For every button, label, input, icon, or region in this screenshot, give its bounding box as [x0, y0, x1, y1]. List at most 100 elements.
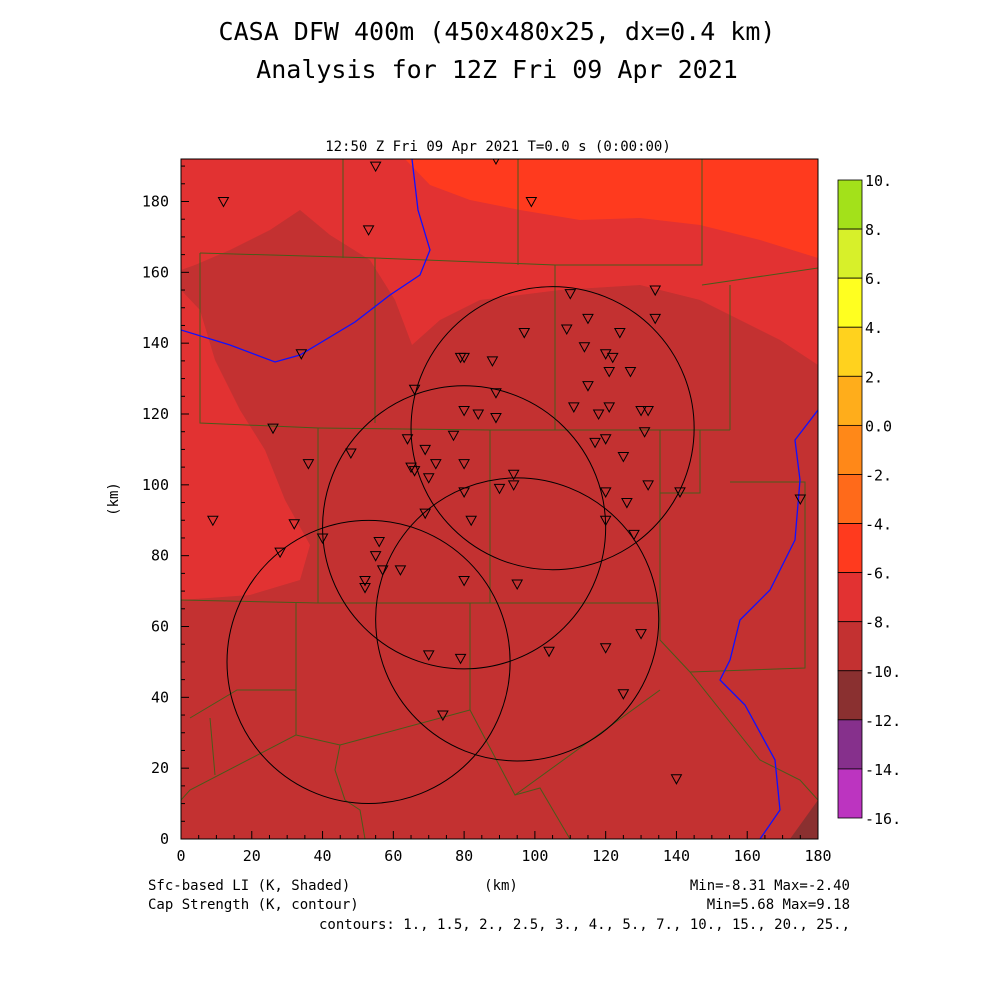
chart-title-line2: Analysis for 12Z Fri 09 Apr 2021: [256, 55, 738, 84]
station-marker: [599, 487, 612, 498]
station-marker: [603, 402, 616, 413]
station-marker: [288, 519, 301, 530]
station-marker: [373, 537, 386, 548]
station-marker: [458, 575, 470, 587]
station-marker: [458, 405, 470, 417]
station-marker: [599, 434, 612, 445]
station-marker: [486, 356, 499, 367]
station-marker: [429, 459, 442, 470]
station-marker: [582, 381, 594, 392]
station-marker: [635, 405, 647, 417]
colorbar-label: 2.: [865, 368, 883, 386]
station-marker: [603, 367, 616, 378]
station-marker: [642, 480, 654, 491]
station-marker: [670, 774, 683, 785]
station-marker: [511, 579, 524, 591]
radar-ring-0: [410, 286, 695, 571]
colorbar-swatch: [837, 572, 863, 623]
y-tick-label: 100: [142, 476, 169, 494]
station-marker: [560, 324, 573, 336]
station-marker: [345, 448, 357, 459]
station-marker: [217, 197, 230, 208]
x-axis: 0 20 40 60 80 100 120 140 160 180: [176, 831, 832, 865]
footer-contour-list: contours: 1., 1.5, 2., 2.5, 3., 4., 5., …: [319, 917, 850, 933]
y-tick-label: 0: [160, 830, 169, 848]
x-tick-label: 80: [455, 847, 473, 865]
field-warm-region-west: [181, 290, 310, 600]
station-marker: [359, 575, 371, 587]
station-marker: [454, 653, 467, 665]
station-marker: [369, 161, 382, 173]
station-marker: [592, 409, 605, 421]
station-marker: [302, 459, 315, 470]
colorbar-swatch: [837, 474, 863, 524]
colorbar-label: 4.: [865, 319, 883, 337]
footer-shaded-label: Sfc-based LI (K, Shaded): [148, 878, 350, 894]
station-marker: [613, 328, 626, 339]
y-tick-label: 160: [142, 263, 169, 281]
station-marker: [507, 469, 520, 481]
station-marker: [458, 459, 470, 470]
radar-rings: [226, 286, 695, 804]
station-marker: [419, 508, 432, 520]
colorbar-swatch: [837, 621, 863, 672]
footer-minmax-contour: Min=5.68 Max=9.18: [707, 897, 850, 913]
station-marker: [507, 480, 520, 491]
station-marker: [447, 430, 460, 442]
station-marker: [606, 352, 619, 364]
station-marker: [638, 427, 651, 438]
station-marker: [376, 565, 389, 576]
station-marker: [316, 533, 329, 544]
x-tick-label: 20: [243, 847, 261, 865]
station-marker: [794, 494, 807, 506]
colorbar-label: -12.: [865, 712, 901, 730]
station-marker: [493, 483, 506, 495]
x-tick-label: 120: [592, 847, 619, 865]
station-marker: [490, 388, 502, 399]
station-marker: [599, 515, 612, 527]
colorbar-label: 10.: [865, 172, 892, 190]
x-tick-label: 40: [314, 847, 332, 865]
colorbar-label: 0.0: [865, 417, 892, 435]
x-axis-label: (km): [484, 878, 518, 894]
colorbar-swatch: [837, 523, 863, 574]
colorbar-swatch: [837, 326, 863, 377]
colorbar-swatch: [837, 424, 863, 475]
station-marker: [543, 646, 555, 658]
station-marker: [408, 466, 421, 477]
station-marker: [362, 225, 375, 236]
colorbar-label: -8.: [865, 614, 892, 632]
colorbar-label: -14.: [865, 761, 901, 779]
station-marker: [518, 328, 531, 339]
station-marker: [642, 405, 654, 417]
station-marker: [405, 462, 417, 474]
station-marker: [578, 342, 591, 353]
colorbar-swatch: [837, 179, 863, 230]
y-axis: 0 20 40 60 80 100 120 140 160 180: [142, 165, 189, 848]
radar-ring-2: [226, 519, 511, 804]
station-marker: [394, 565, 407, 576]
station-marker: [599, 643, 612, 654]
station-marker: [422, 650, 435, 661]
plot-header: 12:50 Z Fri 09 Apr 2021 T=0.0 s (0:00:00…: [325, 139, 671, 155]
colorbar-label: -4.: [865, 516, 892, 534]
colorbar-label: -6.: [865, 565, 892, 583]
colorbar-swatch: [837, 719, 863, 770]
station-marker: [458, 487, 470, 498]
colorbar-swatch: [837, 277, 863, 328]
station-marker: [419, 444, 432, 456]
station-marker: [525, 197, 538, 208]
station-marker: [617, 689, 630, 700]
station-marker: [369, 551, 382, 562]
station-marker: [295, 349, 308, 360]
x-tick-label: 160: [734, 847, 761, 865]
colorbar-label: -16.: [865, 810, 901, 828]
station-marker: [401, 434, 414, 445]
colorbar-swatch: [837, 670, 863, 721]
station-marker: [582, 313, 594, 325]
station-marker: [437, 710, 449, 722]
colorbar: 10. 8. 6. 4. 2. 0.0 -2. -4. -6. -8. -10. -12. -14. -1…: [837, 172, 901, 828]
station-marker: [472, 409, 485, 421]
